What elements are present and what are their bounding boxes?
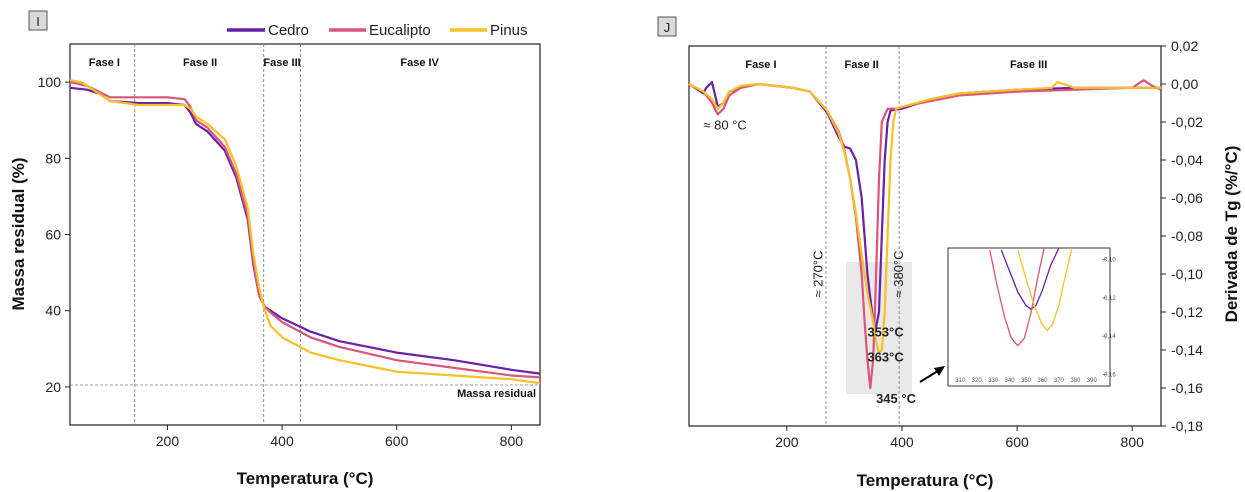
- panel-i-phase-label: Fase III: [263, 57, 300, 69]
- panel-i-y-tick-label: 80: [45, 150, 61, 166]
- panel-i-x-axis-title: Temperatura (°C): [237, 469, 374, 488]
- inset-series-eucalipto: [989, 247, 1045, 347]
- panel-j-y-tick-label: -0,10: [1171, 266, 1203, 282]
- panel-j-series-eucalipto: [688, 79, 1162, 390]
- panel-i-y-tick-label: 100: [38, 74, 62, 90]
- panel-j-phase-label: Fase III: [1010, 59, 1047, 71]
- inset-y-ticks: -0,10 -0,12 -0,14 -0,16: [1102, 258, 1116, 379]
- panel-i-phase-labels: Fase I Fase II Fase III Fase IV: [89, 57, 440, 69]
- panel-j-phase-labels: Fase I Fase II Fase III: [745, 59, 1047, 71]
- inset-x-tick-label: 390: [1087, 378, 1098, 384]
- panel-i-series-eucalipto: [69, 81, 541, 379]
- panel-j-annotations: ≈ 80 °C ≈ 270°C ≈ 380°C 353°C 363°C 345 °C: [703, 118, 916, 407]
- panel-i-y-axis-title: Massa residual (%): [9, 157, 28, 310]
- panel-i-series: [69, 79, 541, 385]
- inset-arrow-head: [934, 366, 945, 376]
- panel-j-y-tick-label: -0,08: [1171, 228, 1203, 244]
- panel-i-x-ticks: 200 400 600 800: [156, 425, 523, 449]
- panel-j-annotation: 363°C: [867, 349, 904, 364]
- legend: Cedro Eucalipto Pinus: [227, 22, 528, 39]
- panel-i-plot-frame: [69, 43, 541, 426]
- inset-series-cedro: [1000, 247, 1060, 310]
- panel-i-phase-label: Fase IV: [400, 57, 439, 69]
- panel-j-series-pinus: [688, 80, 1161, 355]
- panel-j-inset: 310 320 330 340 350 360 370 380 390 -0,10-0,12-0…: [947, 247, 1116, 387]
- panel-i-y-ticks: 20 40 60 80 100: [38, 74, 70, 395]
- legend-label-pinus: Pinus: [490, 22, 528, 39]
- panel-j-x-tick-label: 600: [1005, 434, 1029, 450]
- panel-j: J 200 400 600 800 0,02 0,00 -0,02 -0,04 -0,06 -0…: [657, 16, 1241, 490]
- inset-y-tick-label: -0,12: [1102, 296, 1116, 302]
- panel-i-phase-label: Fase I: [89, 57, 120, 69]
- panel-j-y-tick-label: -0,12: [1171, 304, 1203, 320]
- panel-j-phase-label: Fase II: [845, 59, 879, 71]
- panel-j-x-tick-label: 400: [890, 434, 914, 450]
- inset-y-tick-label: -0,10: [1102, 258, 1116, 264]
- panel-j-y-ticks: 0,02 0,00 -0,02 -0,04 -0,06 -0,08 -0,10 -0,12 -0…: [1161, 38, 1203, 434]
- inset-x-tick-label: 320: [972, 378, 983, 384]
- inset-x-tick-label: 310: [955, 378, 966, 384]
- panel-j-y-tick-label: 0,00: [1171, 76, 1198, 92]
- inset-x-tick-label: 350: [1021, 378, 1032, 384]
- inset-x-tick-label: 380: [1070, 378, 1081, 384]
- panel-j-y-tick-label: -0,14: [1171, 342, 1203, 358]
- panel-j-y-tick-label: -0,06: [1171, 190, 1203, 206]
- panel-j-x-ticks: 200 400 600 800: [775, 426, 1144, 450]
- inset-y-tick-label: -0,16: [1102, 372, 1116, 378]
- panel-i-massa-residual-label: Massa residual: [457, 388, 536, 400]
- panel-j-y-tick-label: -0,16: [1171, 380, 1203, 396]
- legend-label-cedro: Cedro: [268, 22, 309, 39]
- inset-x-tick-label: 330: [988, 378, 999, 384]
- panel-j-x-tick-label: 200: [775, 434, 799, 450]
- panel-j-x-tick-label: 800: [1121, 434, 1145, 450]
- panel-j-annotation: ≈ 80 °C: [703, 118, 746, 133]
- inset-y-tick-label: -0,14: [1102, 334, 1116, 340]
- inset-frame: [947, 247, 1111, 387]
- panel-j-x-axis-title: Temperatura (°C): [857, 471, 994, 490]
- panel-i-y-tick-label: 40: [45, 303, 61, 319]
- panel-i-x-tick-label: 600: [385, 433, 409, 449]
- panel-j-series: [688, 79, 1162, 390]
- panel-j-y-tick-label: -0,18: [1171, 418, 1203, 434]
- legend-label-eucalipto: Eucalipto: [369, 22, 431, 39]
- panel-j-phase-label: Fase I: [745, 59, 776, 71]
- panel-i-label-box: [28, 10, 48, 31]
- panel-j-y-axis-title: Derivada de Tg (%/°C): [1222, 146, 1241, 323]
- panel-j-y-tick-label: -0,04: [1171, 152, 1203, 168]
- inset-x-tick-label: 340: [1005, 378, 1016, 384]
- panel-i-series-pinus: [69, 79, 541, 385]
- panel-i: I 200 400 600 800 20 40 60 80 100 Fase I Fase II…: [9, 10, 541, 488]
- inset-series-pinus: [1017, 247, 1073, 332]
- panel-i-series-cedro: [69, 86, 541, 375]
- panel-i-label: I: [36, 14, 40, 29]
- panel-j-annotation: 345 °C: [876, 391, 917, 406]
- inset-x-tick-label: 370: [1054, 378, 1065, 384]
- panel-j-label: J: [664, 20, 671, 35]
- panel-i-x-tick-label: 400: [270, 433, 294, 449]
- inset-x-tick-label: 360: [1037, 378, 1048, 384]
- panel-j-annotation: 353°C: [867, 325, 904, 340]
- panel-j-label-box: [657, 16, 677, 37]
- panel-j-y-tick-label: 0,02: [1171, 38, 1198, 54]
- panel-j-annotation: ≈ 380°C: [891, 250, 906, 297]
- panel-i-x-tick-label: 200: [156, 433, 180, 449]
- panel-i-guides: [70, 44, 540, 425]
- panel-i-y-tick-label: 60: [45, 227, 61, 243]
- inset-series: [989, 247, 1073, 347]
- panel-j-annotation: ≈ 270°C: [811, 250, 826, 297]
- panel-j-y-tick-label: -0,02: [1171, 114, 1203, 130]
- inset-x-ticks: 310 320 330 340 350 360 370 380 390: [955, 378, 1097, 384]
- panel-j-guides: [825, 46, 900, 426]
- panel-i-y-tick-label: 20: [45, 379, 61, 395]
- panel-i-phase-label: Fase II: [183, 57, 217, 69]
- panel-i-x-tick-label: 800: [500, 433, 524, 449]
